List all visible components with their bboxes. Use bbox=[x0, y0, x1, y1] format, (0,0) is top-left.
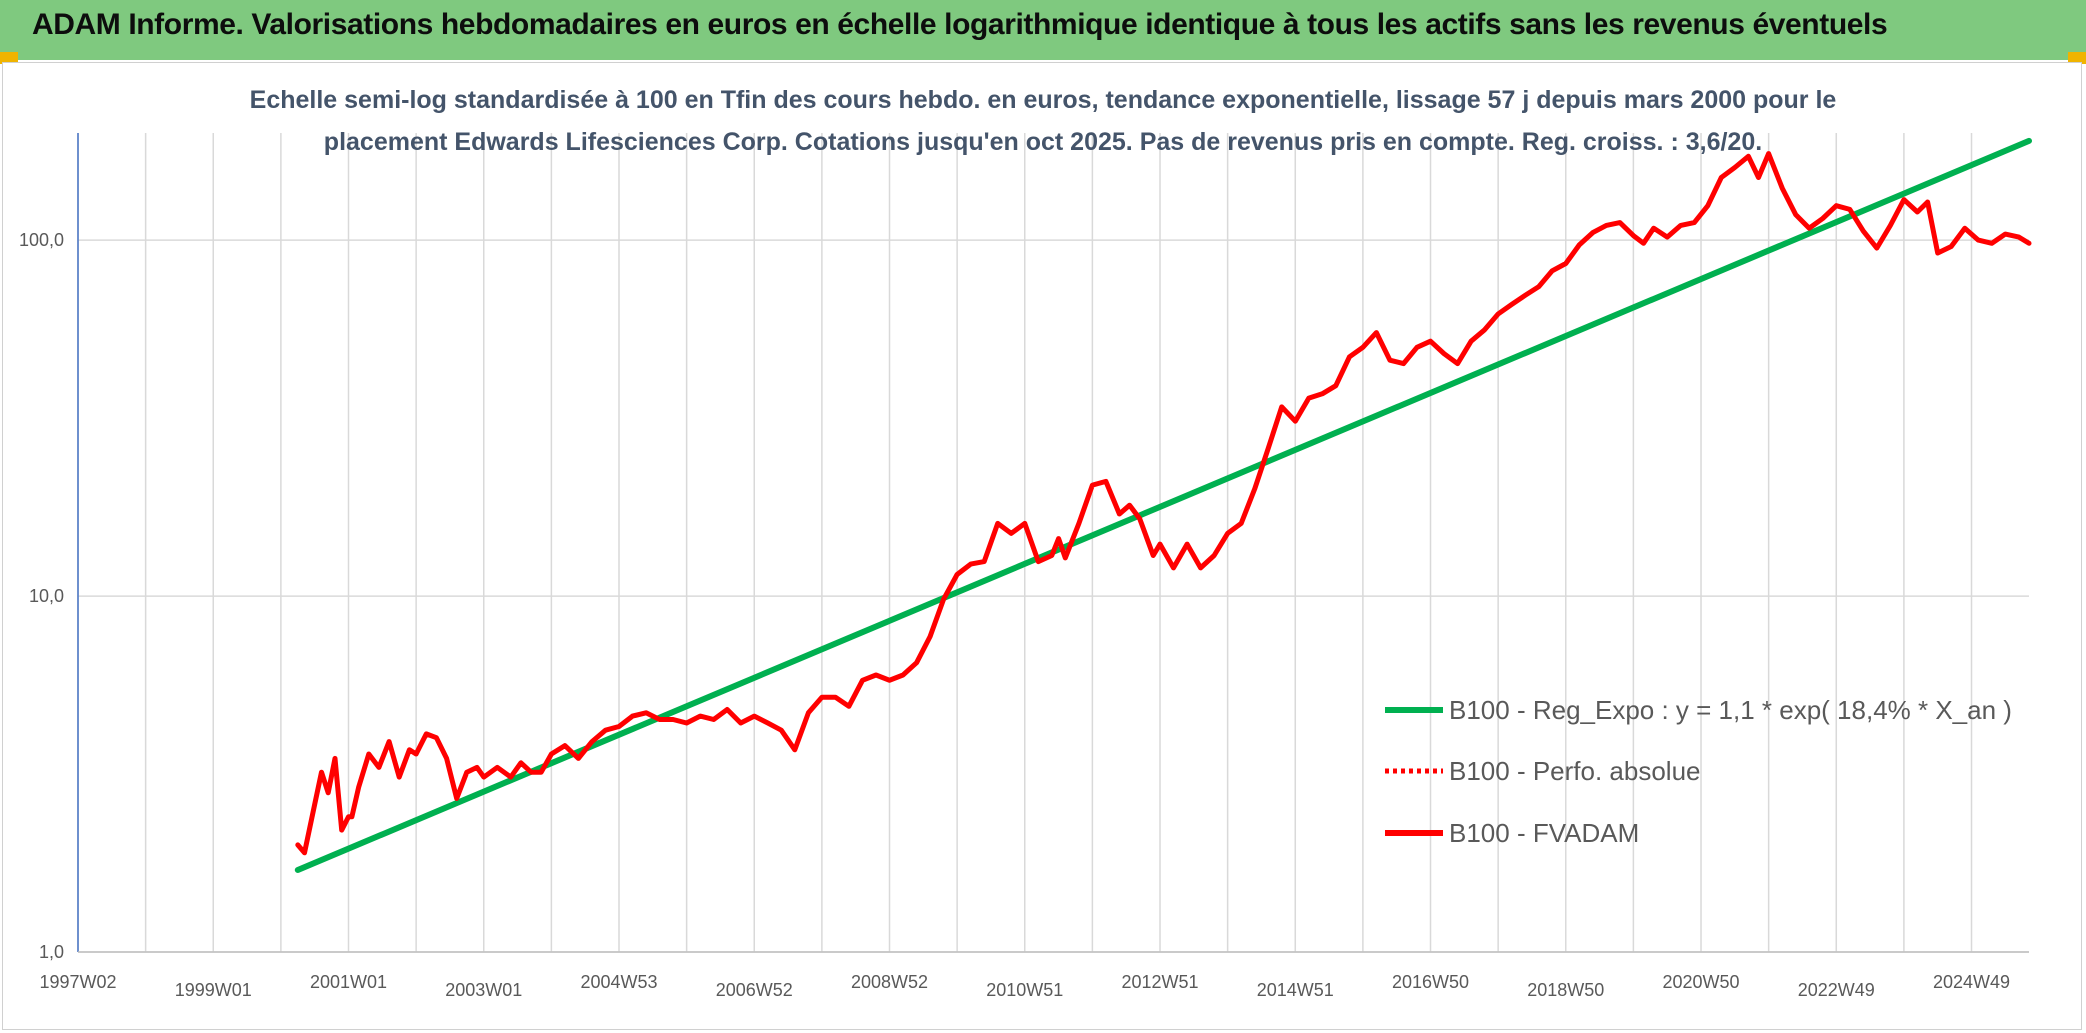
x-tick-label: 2001W01 bbox=[310, 972, 387, 992]
legend-label-fvadam: B100 - FVADAM bbox=[1449, 818, 1639, 848]
chart-title-line-2: placement Edwards Lifesciences Corp. Cot… bbox=[324, 128, 1762, 156]
legend-label-perfo: B100 - Perfo. absolue bbox=[1449, 756, 1701, 786]
y-tick-label: 10,0 bbox=[29, 586, 64, 606]
chart: 1,0 10,0 100,0 1997W02 1999W01 2001W01 2003W01… bbox=[19, 86, 2032, 1000]
x-tick-label: 2016W50 bbox=[1392, 972, 1469, 992]
chart-title-line-1: Echelle semi-log standardisée à 100 en T… bbox=[250, 86, 1837, 114]
x-tick-label: 2018W50 bbox=[1527, 980, 1604, 1000]
grid bbox=[77, 133, 2029, 953]
fvadam-line bbox=[295, 151, 2032, 856]
x-tick-label: 2006W52 bbox=[716, 980, 793, 1000]
x-tick-label: 2024W49 bbox=[1933, 972, 2010, 992]
x-tick-label: 1997W02 bbox=[39, 972, 116, 992]
x-tick-label: 2004W53 bbox=[580, 972, 657, 992]
x-tick-label: 2014W51 bbox=[1257, 980, 1334, 1000]
corner-marker-top-left bbox=[0, 52, 18, 64]
x-tick-label: 2010W51 bbox=[986, 980, 1063, 1000]
y-tick-label: 100,0 bbox=[19, 230, 64, 250]
series bbox=[294, 137, 2032, 873]
x-tick-label: 2008W52 bbox=[851, 972, 928, 992]
chart-title: Echelle semi-log standardisée à 100 en T… bbox=[250, 86, 1837, 156]
x-tick-label: 2022W49 bbox=[1798, 980, 1875, 1000]
y-tick-label: 1,0 bbox=[39, 942, 64, 962]
axes: 1,0 10,0 100,0 1997W02 1999W01 2001W01 2003W01… bbox=[19, 133, 2029, 1000]
report-title: ADAM Informe. Valorisations hebdomadaire… bbox=[32, 8, 1888, 41]
x-tick-label: 2003W01 bbox=[445, 980, 522, 1000]
report-header: ADAM Informe. Valorisations hebdomadaire… bbox=[0, 0, 2086, 60]
legend-label-trend: B100 - Reg_Expo : y = 1,1 * exp( 18,4% *… bbox=[1449, 695, 2012, 725]
legend: B100 - Reg_Expo : y = 1,1 * exp( 18,4% *… bbox=[1385, 695, 2012, 848]
x-tick-label: 1999W01 bbox=[175, 980, 252, 1000]
x-tick-label: 2020W50 bbox=[1662, 972, 1739, 992]
corner-marker-top-right bbox=[2068, 52, 2086, 64]
chart-panel: 1,0 10,0 100,0 1997W02 1999W01 2001W01 2003W01… bbox=[2, 62, 2082, 1030]
x-tick-label: 2012W51 bbox=[1121, 972, 1198, 992]
